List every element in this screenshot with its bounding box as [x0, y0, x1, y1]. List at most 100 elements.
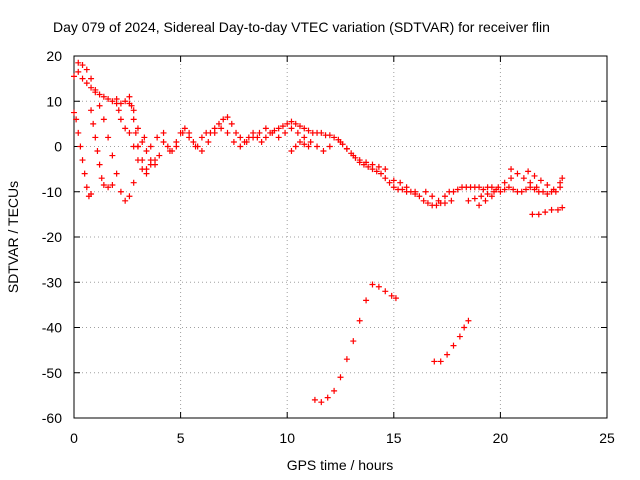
data-point	[369, 161, 376, 168]
data-point	[314, 143, 321, 150]
data-point	[350, 338, 357, 345]
data-point	[461, 324, 468, 331]
data-point	[96, 102, 103, 109]
data-point	[105, 184, 112, 191]
data-point	[288, 148, 295, 155]
data-point	[416, 193, 423, 200]
data-point	[126, 193, 133, 200]
y-tick-label: -50	[42, 365, 62, 381]
data-point	[117, 188, 124, 195]
data-point	[294, 129, 301, 136]
data-point	[237, 134, 244, 141]
y-tick-label: 20	[46, 48, 62, 64]
ticks	[73, 55, 608, 419]
data-point	[179, 129, 186, 136]
data-point	[105, 134, 112, 141]
data-point	[83, 184, 90, 191]
data-point	[454, 186, 461, 193]
data-point	[465, 197, 472, 204]
data-point	[311, 396, 318, 403]
data-point	[554, 206, 561, 213]
data-point	[205, 138, 212, 145]
x-tick-label: 10	[279, 430, 295, 446]
data-point	[224, 114, 231, 121]
data-point	[132, 129, 139, 136]
data-point	[397, 179, 404, 186]
data-point	[88, 107, 95, 114]
grid	[74, 56, 607, 418]
data-point	[450, 188, 457, 195]
data-point	[198, 134, 205, 141]
data-point	[480, 186, 487, 193]
data-point	[488, 193, 495, 200]
data-point	[71, 109, 77, 116]
data-point	[143, 148, 150, 155]
y-tick-label: 10	[46, 93, 62, 109]
data-point	[98, 175, 105, 182]
data-point	[403, 184, 410, 191]
data-point	[100, 181, 107, 188]
data-point	[156, 152, 163, 159]
series-low-arc-1	[311, 281, 399, 406]
series-arc-6	[288, 138, 312, 155]
data-point	[96, 161, 103, 168]
data-point	[382, 166, 389, 173]
data-point	[422, 188, 429, 195]
data-point	[324, 394, 331, 401]
data-point	[130, 116, 137, 123]
data-point	[369, 281, 376, 288]
data-point	[535, 211, 542, 218]
data-point	[450, 342, 457, 349]
data-point	[117, 116, 124, 123]
data-point	[109, 98, 116, 105]
series-low-arc-2	[431, 317, 472, 365]
data-point	[71, 73, 77, 80]
data-point	[160, 138, 167, 145]
data-points	[71, 59, 566, 406]
data-point	[279, 123, 286, 130]
data-point	[471, 195, 478, 202]
data-point	[495, 184, 502, 191]
data-point	[296, 138, 303, 145]
data-point	[343, 145, 350, 152]
data-point	[88, 75, 95, 82]
data-point	[559, 175, 566, 182]
data-point	[233, 129, 240, 136]
data-point	[378, 170, 385, 177]
data-point	[456, 333, 463, 340]
data-point	[100, 93, 107, 100]
series-arc-12	[529, 204, 566, 218]
data-point	[305, 143, 312, 150]
data-point	[375, 163, 382, 170]
data-point	[139, 157, 146, 164]
data-point	[224, 129, 231, 136]
series-arc-1	[75, 59, 137, 204]
data-point	[94, 148, 101, 155]
data-point	[365, 163, 372, 170]
tick-labels: 0 5 10 15 20 25 -60 -50 -40 -30 -20 -10 0 10 20	[42, 48, 615, 446]
data-point	[269, 129, 276, 136]
data-point	[331, 387, 338, 394]
data-point	[420, 197, 427, 204]
data-point	[143, 166, 150, 173]
data-point	[79, 157, 86, 164]
data-point	[113, 95, 120, 102]
data-point	[484, 191, 491, 198]
data-point	[527, 179, 534, 186]
data-point	[478, 193, 485, 200]
data-point	[237, 143, 244, 150]
y-tick-label: -60	[42, 410, 62, 426]
data-point	[510, 186, 517, 193]
x-tick-label: 5	[177, 430, 185, 446]
data-point	[139, 138, 146, 145]
y-tick-label: -10	[42, 184, 62, 200]
data-point	[392, 295, 399, 302]
data-point	[337, 138, 344, 145]
data-point	[215, 120, 222, 127]
data-point	[548, 206, 555, 213]
y-tick-label: 0	[54, 139, 62, 155]
data-point	[88, 84, 95, 91]
data-point	[126, 129, 133, 136]
data-point	[186, 134, 193, 141]
data-point	[505, 184, 512, 191]
